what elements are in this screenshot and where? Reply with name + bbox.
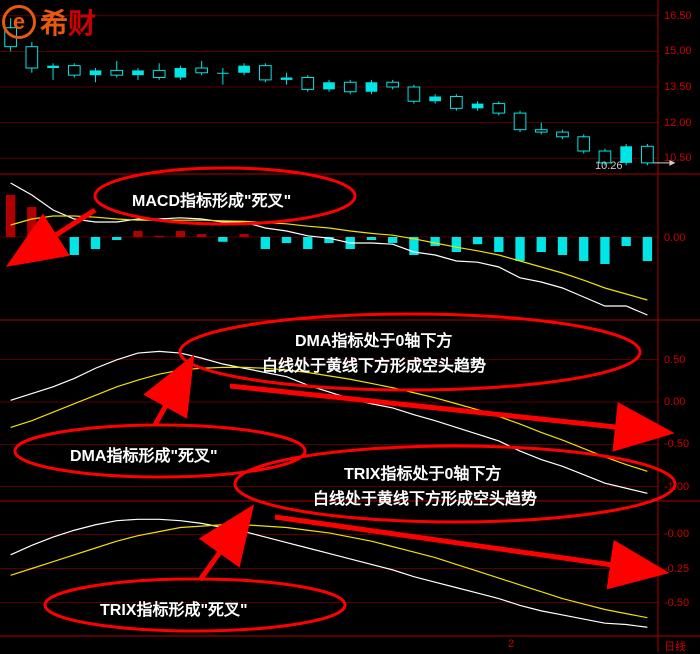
- macd-death-cross-label: MACD指标形成"死叉": [132, 187, 291, 211]
- price-ytick: 12.00: [664, 117, 692, 129]
- trix-ytick: -0.00: [664, 528, 689, 540]
- dma-ytick: -1.00: [664, 481, 689, 493]
- dma-below-zero-label2: 白线处于黄线下方形成空头趋势: [262, 352, 486, 376]
- dma-ytick: -0.50: [664, 438, 689, 450]
- macd-ytick: 0.00: [664, 232, 685, 244]
- price-ytick: 15.00: [664, 45, 692, 57]
- logo-icon: e: [2, 5, 36, 39]
- trix-death-cross-label: TRIX指标形成"死叉": [100, 596, 248, 620]
- price-ytick: 13.50: [664, 81, 692, 93]
- dma-ytick: 0.00: [664, 396, 685, 408]
- dma-death-cross-label: DMA指标形成"死叉": [70, 442, 218, 466]
- price-ytick: 10.50: [664, 152, 692, 164]
- trix-ytick: -0.50: [664, 597, 689, 609]
- logo-text: 希财: [40, 2, 96, 42]
- chart-canvas: [0, 0, 700, 652]
- last-price: 10.26: [595, 160, 623, 172]
- x-tick: 2: [508, 638, 514, 650]
- logo: e 希财: [2, 2, 96, 42]
- logo-e: e: [13, 9, 25, 35]
- trix-below-zero-label2: 白线处于黄线下方形成空头趋势: [313, 485, 537, 509]
- price-ytick: 16.50: [664, 10, 692, 22]
- trix-ytick: -0.25: [664, 563, 689, 575]
- dma-ytick: 0.50: [664, 354, 685, 366]
- trix-below-zero-label: TRIX指标处于0轴下方: [344, 460, 501, 484]
- dma-below-zero-label: DMA指标处于0轴下方: [295, 327, 452, 351]
